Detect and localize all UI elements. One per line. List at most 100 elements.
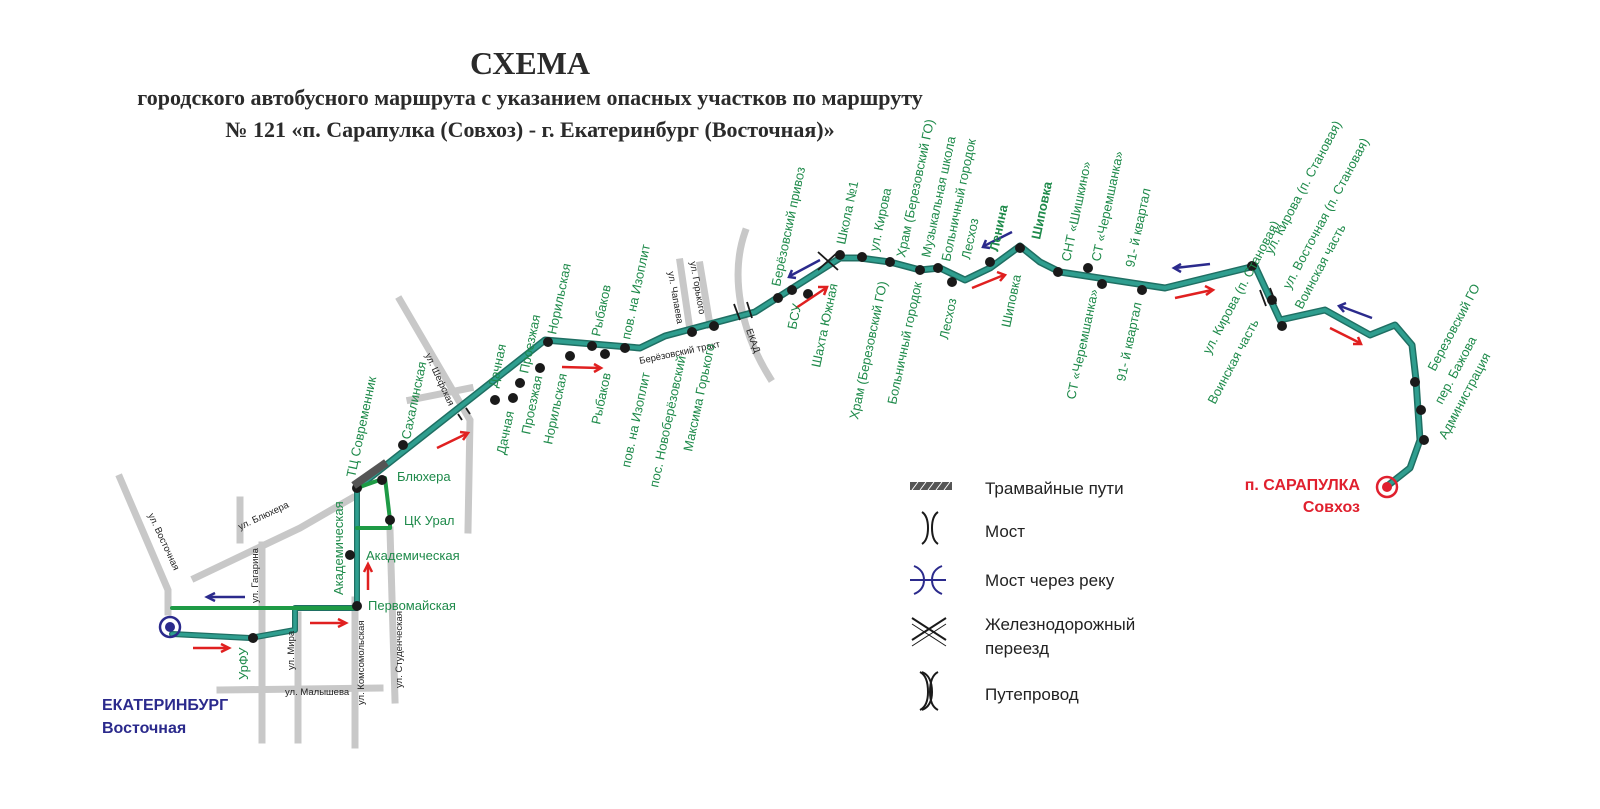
- route-line: [169, 242, 1424, 641]
- stop-dot: [515, 378, 525, 388]
- stop-label: УрФУ: [236, 647, 251, 680]
- forward-arrow: [971, 270, 1008, 290]
- stop-dot: [1097, 279, 1107, 289]
- street-ekad: [734, 227, 775, 383]
- stop-dot: [1410, 377, 1420, 387]
- terminal-end-sub: Совхоз: [1303, 499, 1360, 516]
- terminal-start: [158, 615, 182, 639]
- stop-label: Больничный городок: [884, 280, 925, 406]
- tram-tracks-icon: [351, 459, 389, 489]
- stop-dot: [1277, 321, 1287, 331]
- stop-labels-city: Блюхера ЦК Урал Академическая Первомайск…: [236, 469, 460, 680]
- stops: [248, 243, 1429, 643]
- route-main: [355, 244, 1422, 490]
- title-main: СХЕМА: [469, 45, 591, 81]
- stop-dot: [1416, 405, 1426, 415]
- stop-label: ул. Кирова: [866, 186, 894, 253]
- title-subtitle: городского автобусного маршрута с указан…: [137, 85, 923, 110]
- street-vostochnaya: [115, 473, 172, 616]
- river-bridge-icon: [910, 565, 946, 595]
- stop-dot: [1247, 261, 1257, 271]
- stop-dot: [803, 289, 813, 299]
- stop-dot: [385, 515, 395, 525]
- legend-label: Железнодорожный: [985, 615, 1135, 634]
- forward-arrow: [1174, 284, 1216, 300]
- stop-label: Рыбаков: [588, 283, 614, 337]
- stop-label: Академическая: [331, 501, 346, 595]
- stop-label: Норильская: [544, 262, 574, 336]
- overpass-icon: [1259, 287, 1277, 307]
- stop-dot: [398, 440, 408, 450]
- stop-label: Рыбаков: [588, 371, 614, 425]
- stop-dot: [565, 351, 575, 361]
- stop-label: СНТ «Шишкино»: [1058, 160, 1094, 263]
- bridge-icon: [733, 301, 753, 321]
- stop-dot: [620, 343, 630, 353]
- forward-arrow: [310, 617, 349, 629]
- bridge-icon: [921, 511, 939, 545]
- stop-dot: [490, 395, 500, 405]
- stop-label: Норильская: [540, 372, 570, 446]
- stop-label: ТЦ Современник: [343, 375, 379, 479]
- stop-dot: [835, 250, 845, 260]
- stop-label: ЦК Урал: [404, 513, 455, 528]
- stop-label: Лесхоз: [936, 297, 959, 341]
- stop-label: Дачная: [485, 342, 509, 388]
- stop-dot: [248, 633, 258, 643]
- stop-dot: [1053, 267, 1063, 277]
- forward-arrow: [561, 362, 604, 374]
- stop-label: Шахта Южная: [808, 282, 840, 369]
- terminal-start-sub: Восточная: [102, 720, 186, 737]
- back-arrow: [204, 591, 245, 603]
- stop-dot: [1083, 263, 1093, 273]
- railway-crossing-icon: [911, 617, 947, 647]
- stop-label: Блюхера: [397, 469, 451, 484]
- stop-dot: [1137, 285, 1147, 295]
- stop-label: Лесхоз: [958, 217, 981, 261]
- direction-arrows: [193, 230, 1373, 654]
- stop-dot: [933, 263, 943, 273]
- stop-dot: [508, 393, 518, 403]
- terminal-end: [1375, 475, 1399, 499]
- stop-dot: [985, 257, 995, 267]
- stop-label: Первомайская: [368, 598, 456, 613]
- forward-arrow: [362, 561, 374, 590]
- terminal-end-name: п. САРАПУЛКА: [1245, 477, 1361, 494]
- stop-dot: [377, 475, 387, 485]
- terminal-start-name: ЕКАТЕРИНБУРГ: [102, 697, 228, 714]
- street-studencheskaya: [386, 526, 399, 704]
- stop-dot: [600, 349, 610, 359]
- stop-label: Шиповка: [1028, 179, 1055, 240]
- street-label: ул. Гагарина: [250, 547, 261, 603]
- street-label: ул. Малышева: [285, 687, 350, 698]
- stop-label: Шиповка: [998, 272, 1024, 328]
- street-network: [115, 227, 775, 749]
- bridge-icon: [457, 407, 471, 421]
- stop-dot: [1015, 243, 1025, 253]
- stop-label: БСУ: [784, 302, 804, 331]
- stop-label: СТ «Черемшанка»: [1088, 150, 1126, 263]
- map-symbols: [351, 251, 1277, 489]
- stop-dot: [687, 327, 697, 337]
- street-label: ул. Комсомольская: [356, 621, 367, 706]
- stop-dot: [947, 277, 957, 287]
- street-label: ул. Мира: [286, 630, 297, 670]
- title-route: № 121 «п. Сарапулка (Совхоз) - г. Екатер…: [225, 117, 835, 142]
- street-shefskaya-cross: [405, 383, 475, 405]
- stop-label: Школа №1: [833, 180, 861, 246]
- street-gorkogo: [695, 260, 715, 330]
- stop-dot: [587, 341, 597, 351]
- stop-dot: [773, 293, 783, 303]
- legend-label: Путепровод: [985, 685, 1079, 704]
- street-chapaeva: [676, 258, 694, 334]
- stop-dot: [1419, 435, 1429, 445]
- stop-dot: [857, 252, 867, 262]
- stop-label: 91- й квартал: [1122, 187, 1153, 269]
- street-label: ЕКАД: [743, 327, 762, 355]
- stop-dot: [885, 257, 895, 267]
- back-arrow: [1336, 301, 1373, 320]
- legend-label: Мост через реку: [985, 571, 1115, 590]
- stop-dot: [535, 363, 545, 373]
- stop-dot: [709, 321, 719, 331]
- street-label: ул. Блюхера: [237, 499, 292, 532]
